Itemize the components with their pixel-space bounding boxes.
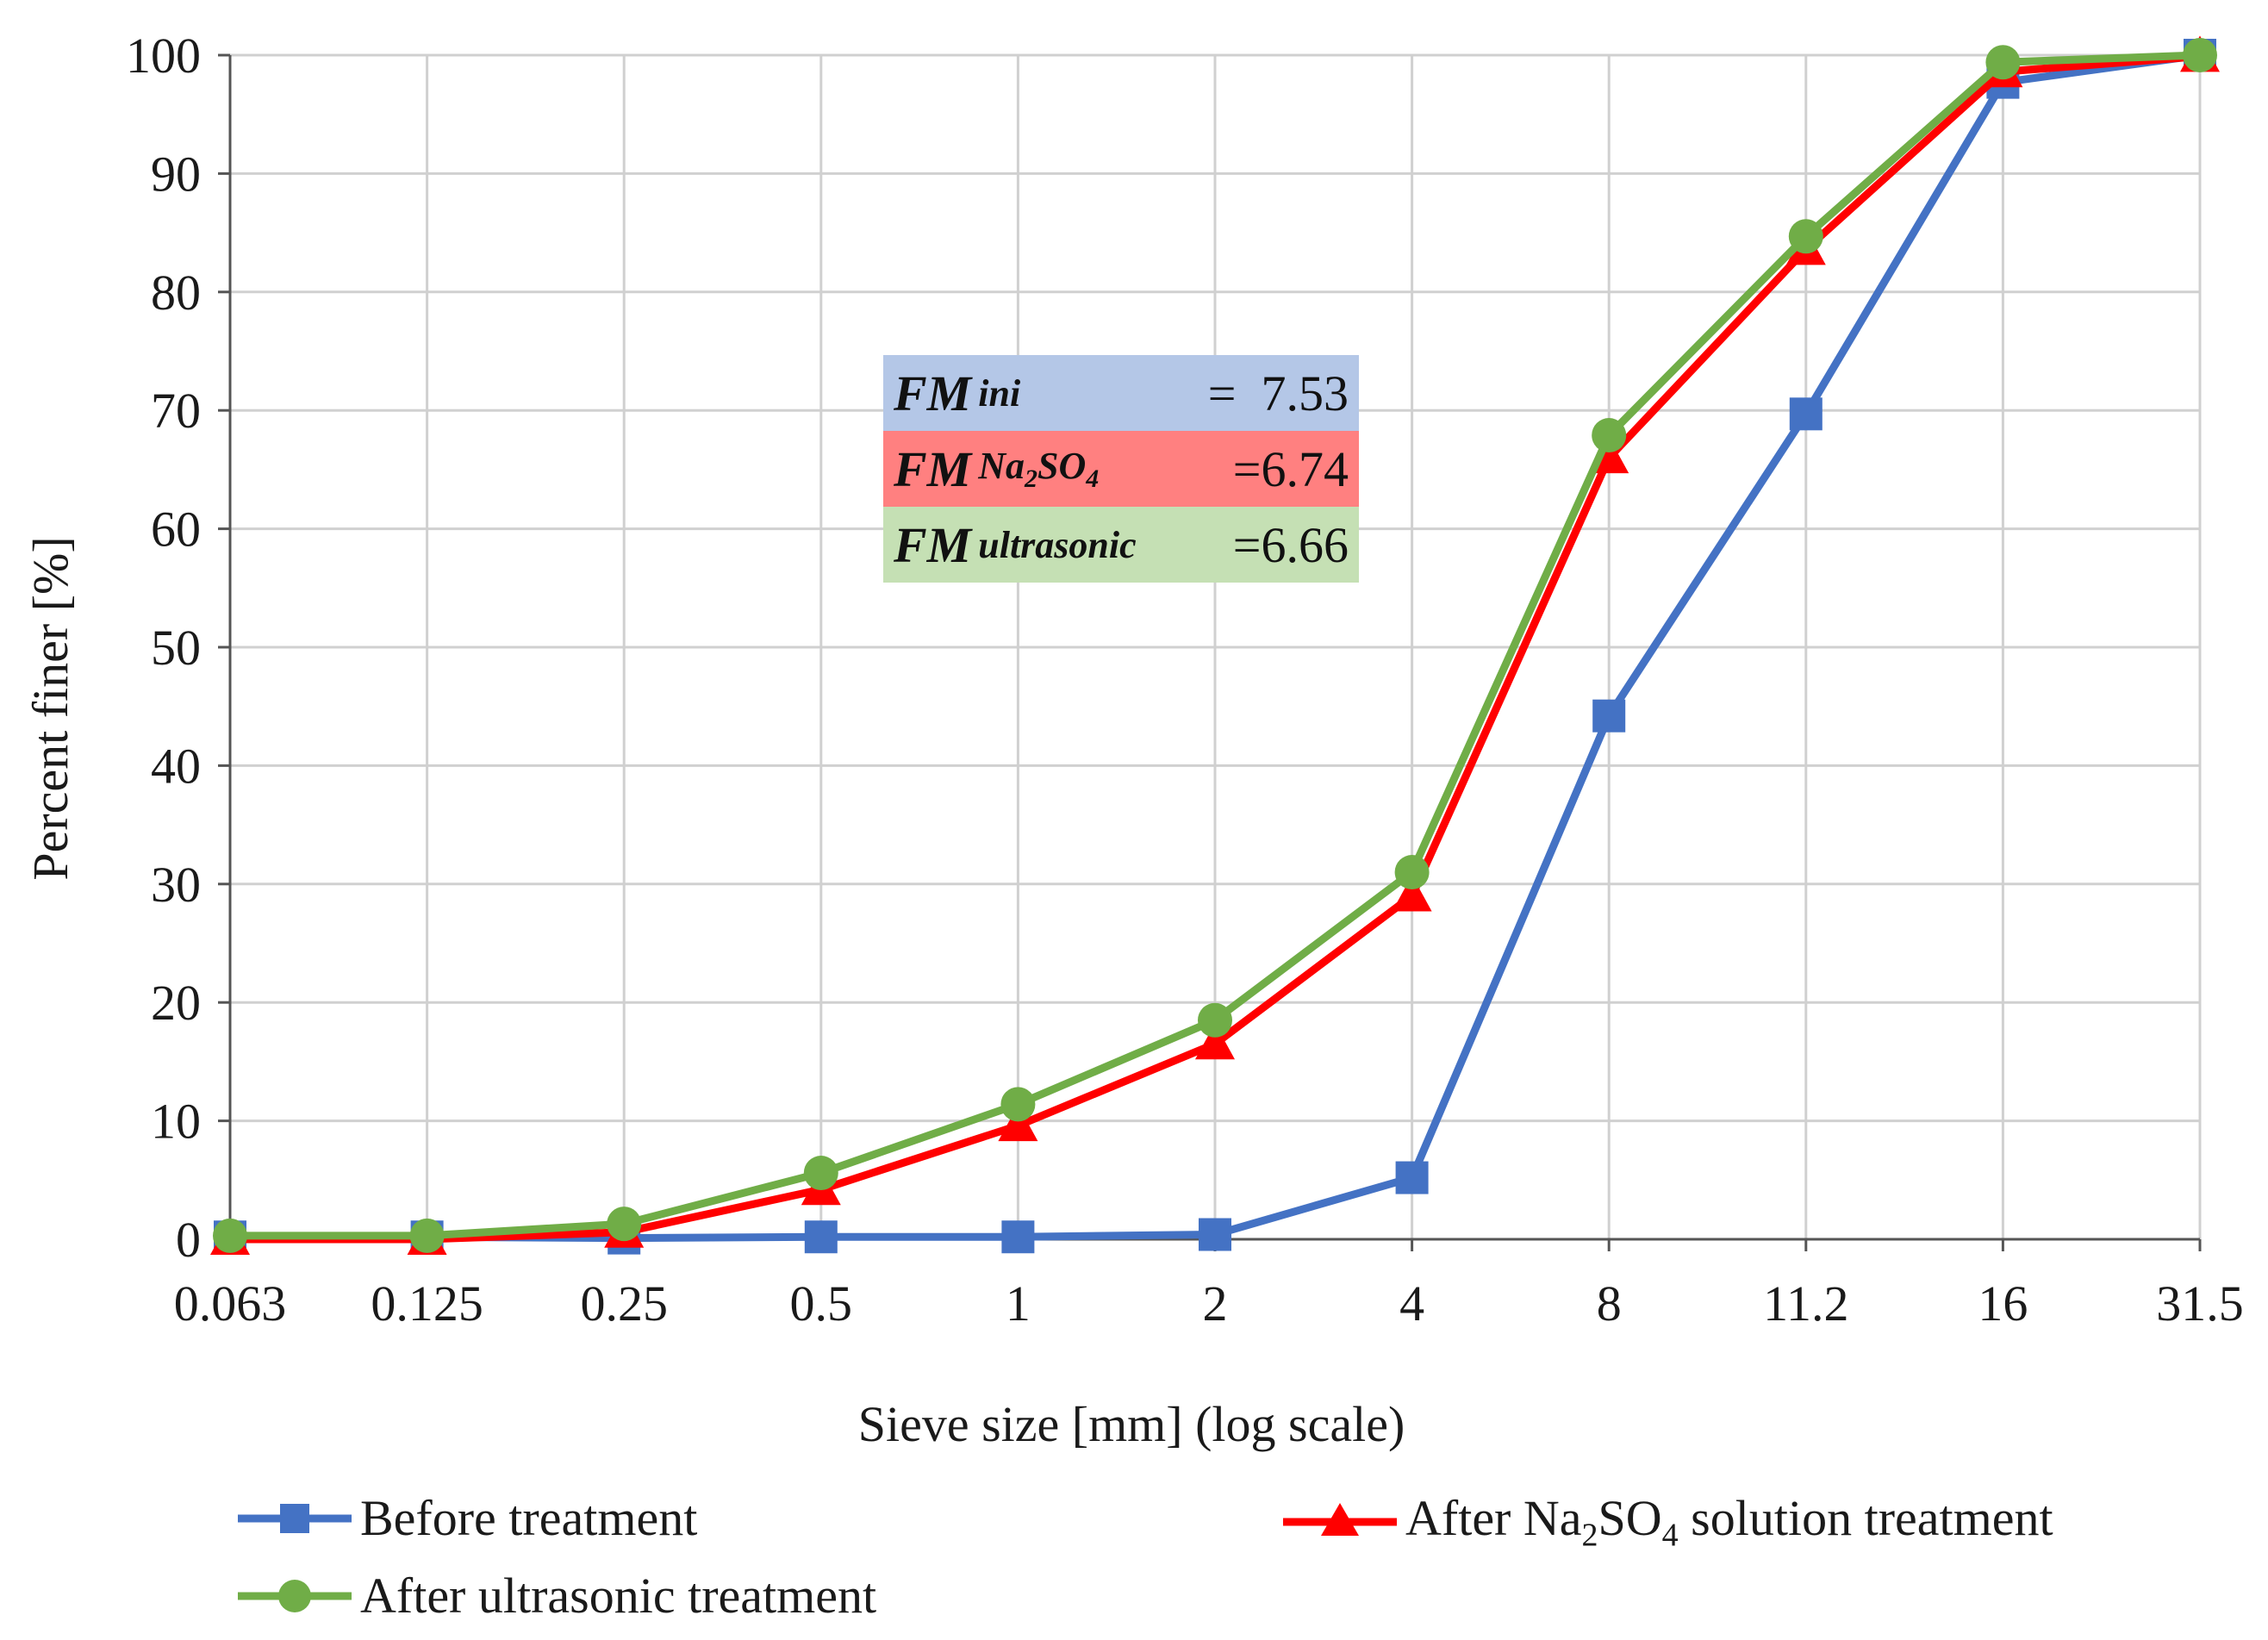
legend-label-before: Before treatment (360, 1490, 698, 1546)
legend-item-na2so4: After Na2SO4 solution treatment (1280, 1489, 2053, 1555)
grid (228, 53, 2202, 1241)
fm-ini-value: = 7.53 (1208, 365, 1349, 422)
fm-ini-subscript: ini (978, 371, 1021, 415)
data-point-circle (1198, 1002, 1232, 1038)
fm-so-sub4: 4 (1086, 464, 1100, 493)
y-tick-label: 0 (176, 1212, 201, 1268)
fm-ultrasonic-value: =6.66 (1233, 516, 1349, 574)
axes (218, 53, 2202, 1251)
fm-ultrasonic-label: FM (894, 516, 972, 573)
data-point-circle (1985, 45, 2021, 80)
data-point-triangle (1392, 875, 1432, 912)
y-tick-label: 30 (151, 857, 201, 913)
x-tick-label: 11.2 (1763, 1275, 1848, 1331)
fm-na2so4-label: FM (894, 440, 972, 497)
x-tick-label: 16 (1978, 1275, 2028, 1331)
fm-na2so4-box: FM Na2SO4 =6.74 (883, 431, 1359, 507)
series-2 (213, 38, 2217, 1253)
legend-label-na2so4: After Na2SO4 solution treatment (1405, 1489, 2053, 1555)
x-tick-label: 1 (1006, 1275, 1031, 1331)
fm-so-text: SO (1037, 445, 1087, 488)
fm-ini-number: 7.53 (1261, 365, 1349, 421)
series-group (210, 35, 2220, 1255)
y-tick-label: 60 (151, 502, 201, 558)
data-point-circle (1000, 1087, 1036, 1122)
x-tick-label: 0.5 (790, 1275, 853, 1331)
legend-na2so4-sub2: 2 (1581, 1517, 1598, 1554)
legend-marker-na2so4 (1283, 1502, 1397, 1536)
legend-na2so4-so: SO (1598, 1490, 1662, 1546)
data-point-triangle (1195, 1023, 1235, 1060)
data-point-circle (2183, 38, 2217, 72)
data-point-square (1395, 1161, 1429, 1194)
x-tick-label: 2 (1203, 1275, 1228, 1331)
y-tick-label: 40 (151, 738, 201, 794)
fm-ini-label: FM (894, 365, 972, 421)
x-tick-labels: 0.063 0.125 0.25 0.5 1 2 4 8 11.2 16 31.5 (174, 1275, 2244, 1331)
legend-marker-ultrasonic (238, 1579, 352, 1612)
y-tick-label: 100 (126, 28, 201, 84)
fm-ultrasonic-subscript: ultrasonic (978, 523, 1137, 566)
legend-na2so4-sub4: 4 (1661, 1517, 1679, 1554)
fm-ini-box: FM ini = 7.53 (883, 355, 1359, 431)
y-tick-label: 10 (151, 1094, 201, 1150)
x-tick-label: 0.063 (174, 1275, 287, 1331)
data-point-circle (1592, 418, 1627, 453)
data-point-square (804, 1220, 838, 1254)
data-point-square (1001, 1220, 1035, 1254)
legend-marker-before (238, 1503, 352, 1533)
fm-na2so4-number: 6.74 (1261, 440, 1349, 497)
legend-item-before: Before treatment (234, 1489, 697, 1547)
x-tick-label: 31.5 (2156, 1275, 2244, 1331)
data-point-circle (607, 1207, 642, 1242)
data-point-square (1789, 397, 1822, 431)
data-point-circle (409, 1218, 445, 1253)
x-tick-label: 0.25 (580, 1275, 668, 1331)
fm-na2so4-value: =6.74 (1233, 440, 1349, 498)
fm-ultrasonic-equals: = (1232, 516, 1262, 573)
fm-ultrasonic-number: 6.66 (1261, 516, 1349, 573)
fm-ultrasonic-box: FM ultrasonic =6.66 (883, 507, 1359, 583)
x-axis-label: Sieve size [mm] (log scale) (858, 1396, 1405, 1452)
data-point-square (1592, 699, 1626, 733)
legend-label-ultrasonic: After ultrasonic treatment (360, 1568, 877, 1624)
y-tick-label: 50 (151, 620, 201, 676)
fm-na2so4-equals: = (1232, 440, 1262, 497)
y-tick-label: 90 (151, 146, 201, 202)
legend-na2so4-suffix: solution treatment (1678, 1490, 2053, 1546)
fm-na-sub2: 2 (1025, 464, 1038, 493)
data-point-circle (1394, 855, 1430, 890)
x-tick-label: 8 (1597, 1275, 1622, 1331)
x-tick-label: 4 (1399, 1275, 1424, 1331)
x-tick-label: 0.125 (371, 1275, 483, 1331)
data-point-circle (213, 1218, 247, 1253)
y-tick-label: 80 (151, 265, 201, 321)
y-tick-label: 70 (151, 383, 201, 439)
legend-item-ultrasonic: After ultrasonic treatment (234, 1567, 876, 1624)
y-axis-label: Percent finer [%] (22, 536, 78, 880)
y-tick-labels: 0 10 20 30 40 50 60 70 80 90 100 (126, 28, 201, 1268)
data-point-triangle (998, 1105, 1038, 1142)
data-point-square (1199, 1218, 1231, 1251)
fm-na-text: Na (978, 445, 1025, 488)
data-point-circle (803, 1156, 838, 1191)
legend-na2so4-prefix: After Na (1405, 1490, 1582, 1546)
y-tick-label: 20 (151, 975, 201, 1031)
fm-ini-equals: = (1207, 365, 1237, 421)
fm-na2so4-subscript: Na2SO4 (978, 444, 1099, 494)
data-point-circle (1788, 219, 1823, 254)
